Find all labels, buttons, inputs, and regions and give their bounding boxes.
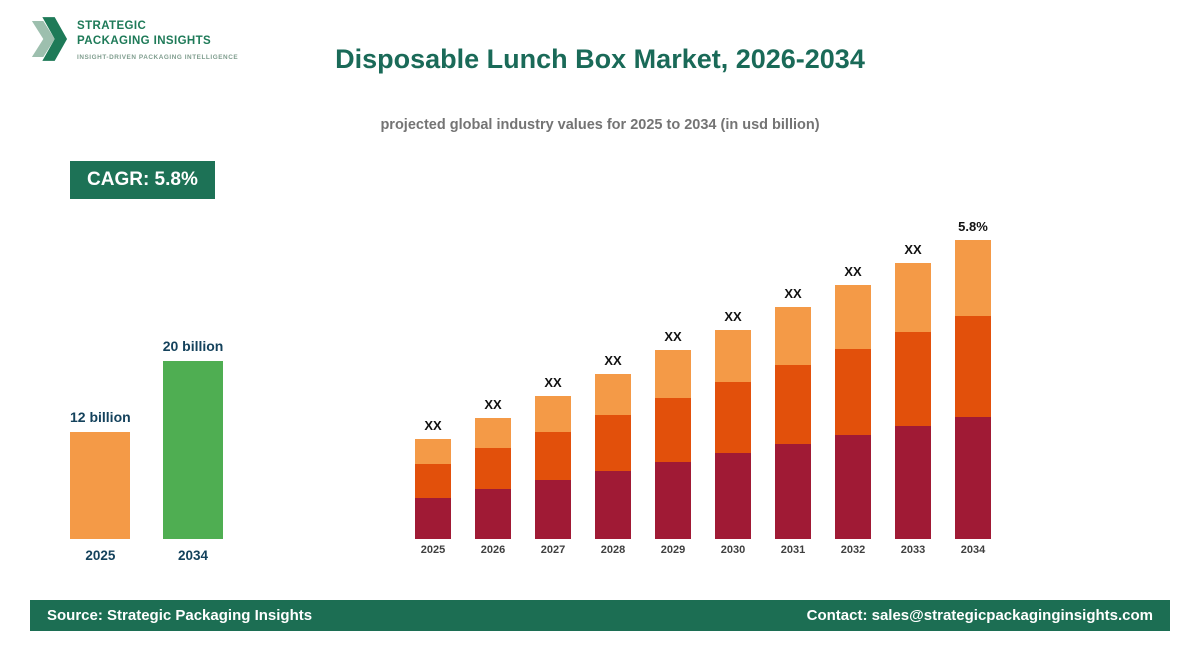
stacked-bar-column-2026: XX 2026 xyxy=(475,397,511,556)
segment-middle-2025 xyxy=(415,464,451,498)
stacked-bar-column-2033: XX 2033 xyxy=(895,242,931,556)
segment-middle-2034 xyxy=(955,316,991,417)
axis-label-2028: 2028 xyxy=(600,544,626,556)
logo-name-line1: STRATEGIC xyxy=(77,20,147,32)
stacked-bar-2029 xyxy=(655,350,691,539)
footer-bar: Source: Strategic Packaging Insights Con… xyxy=(30,600,1170,631)
bar-value-label: 12 billion xyxy=(70,409,131,425)
axis-label-2034: 2034 xyxy=(960,544,986,556)
axis-label-2026: 2026 xyxy=(480,544,506,556)
segment-top-2033 xyxy=(895,263,931,332)
logo-tagline: INSIGHT-DRIVEN PACKAGING INTELLIGENCE xyxy=(77,53,239,61)
stacked-bar-2032 xyxy=(835,285,871,539)
axis-label-2027: 2027 xyxy=(540,544,566,556)
segment-top-2034 xyxy=(955,240,991,316)
stacked-bar-chart: XX 2025 XX 2026 XX 2027 XX 2028 XX 2029 XX 2030 XX 20… xyxy=(415,204,991,556)
segment-top-2032 xyxy=(835,285,871,349)
axis-label-2025: 2025 xyxy=(420,544,446,556)
logo-chevrons-icon xyxy=(31,17,68,61)
segment-middle-2027 xyxy=(535,432,571,480)
segment-bottom-2033 xyxy=(895,426,931,539)
segment-bottom-2030 xyxy=(715,453,751,539)
stacked-bar-column-2027: XX 2027 xyxy=(535,375,571,556)
bar-top-label: XX xyxy=(724,309,742,324)
bar-top-label: XX xyxy=(664,329,682,344)
segment-bottom-2026 xyxy=(475,489,511,539)
segment-bottom-2028 xyxy=(595,471,631,539)
segment-bottom-2025 xyxy=(415,498,451,539)
bar-top-label: XX xyxy=(484,397,502,412)
bar-top-label: 5.8% xyxy=(958,219,988,234)
stacked-bar-column-2030: XX 2030 xyxy=(715,309,751,556)
stacked-bar-column-2034: 5.8% 2034 xyxy=(955,219,991,556)
segment-bottom-2034 xyxy=(955,417,991,539)
segment-top-2026 xyxy=(475,418,511,448)
axis-label-2033: 2033 xyxy=(900,544,926,556)
segment-middle-2032 xyxy=(835,349,871,435)
bar-value-label: 20 billion xyxy=(162,338,224,354)
summary-bar-2025 xyxy=(70,432,131,539)
cagr-badge: CAGR: 5.8% xyxy=(70,161,215,199)
segment-middle-2030 xyxy=(715,382,751,453)
segment-middle-2026 xyxy=(475,448,511,489)
segment-top-2027 xyxy=(535,396,571,432)
stacked-bar-2025 xyxy=(415,439,451,539)
page-title: Disposable Lunch Box Market, 2026-2034 xyxy=(335,44,865,74)
summary-bar-column-2034: 20 billion 2034 xyxy=(163,338,224,563)
stacked-bar-2031 xyxy=(775,307,811,539)
axis-label-2029: 2029 xyxy=(660,544,686,556)
stacked-bar-column-2028: XX 2028 xyxy=(595,353,631,556)
segment-top-2028 xyxy=(595,374,631,415)
contact-text: Contact: sales@strategicpackaginginsight… xyxy=(806,607,1153,624)
stacked-bar-2034 xyxy=(955,240,991,539)
logo-name-line2: PACKAGING INSIGHTS xyxy=(77,34,212,47)
segment-middle-2028 xyxy=(595,415,631,471)
bar-top-label: XX xyxy=(424,418,442,433)
segment-top-2030 xyxy=(715,330,751,382)
bar-top-label: XX xyxy=(784,286,802,301)
axis-label-2030: 2030 xyxy=(720,544,746,556)
brand-logo: STRATEGIC PACKAGING INSIGHTS INSIGHT-DRI… xyxy=(30,14,238,64)
summary-bar-column-2025: 12 billion 2025 xyxy=(70,409,131,563)
stacked-bar-2030 xyxy=(715,330,751,539)
segment-bottom-2027 xyxy=(535,480,571,539)
bar-top-label: XX xyxy=(844,264,862,279)
summary-bar-2034 xyxy=(163,361,224,539)
segment-middle-2031 xyxy=(775,365,811,444)
chart-subtitle: projected global industry values for 202… xyxy=(380,117,820,133)
summary-bar-chart: 12 billion 2025 20 billion 2034 xyxy=(70,333,223,563)
stacked-bar-2027 xyxy=(535,396,571,539)
stacked-bar-column-2031: XX 2031 xyxy=(775,286,811,556)
source-text: Source: Strategic Packaging Insights xyxy=(47,607,313,624)
stacked-bar-2028 xyxy=(595,374,631,539)
segment-middle-2029 xyxy=(655,398,691,462)
segment-bottom-2032 xyxy=(835,435,871,539)
segment-top-2029 xyxy=(655,350,691,398)
stacked-bar-2026 xyxy=(475,418,511,539)
axis-label-2032: 2032 xyxy=(840,544,866,556)
logo-text: STRATEGIC PACKAGING INSIGHTS INSIGHT-DRI… xyxy=(77,14,238,61)
stacked-bar-column-2025: XX 2025 xyxy=(415,418,451,556)
segment-bottom-2031 xyxy=(775,444,811,539)
stacked-bar-column-2029: XX 2029 xyxy=(655,329,691,556)
axis-label-2025: 2025 xyxy=(85,548,116,563)
axis-label-2031: 2031 xyxy=(780,544,806,556)
segment-top-2031 xyxy=(775,307,811,365)
bar-top-label: XX xyxy=(904,242,922,257)
segment-top-2025 xyxy=(415,439,451,464)
segment-middle-2033 xyxy=(895,332,931,426)
bar-top-label: XX xyxy=(544,375,562,390)
stacked-bar-2033 xyxy=(895,263,931,539)
axis-label-2034: 2034 xyxy=(178,548,209,563)
segment-bottom-2029 xyxy=(655,462,691,539)
bar-top-label: XX xyxy=(604,353,622,368)
stacked-bar-column-2032: XX 2032 xyxy=(835,264,871,556)
